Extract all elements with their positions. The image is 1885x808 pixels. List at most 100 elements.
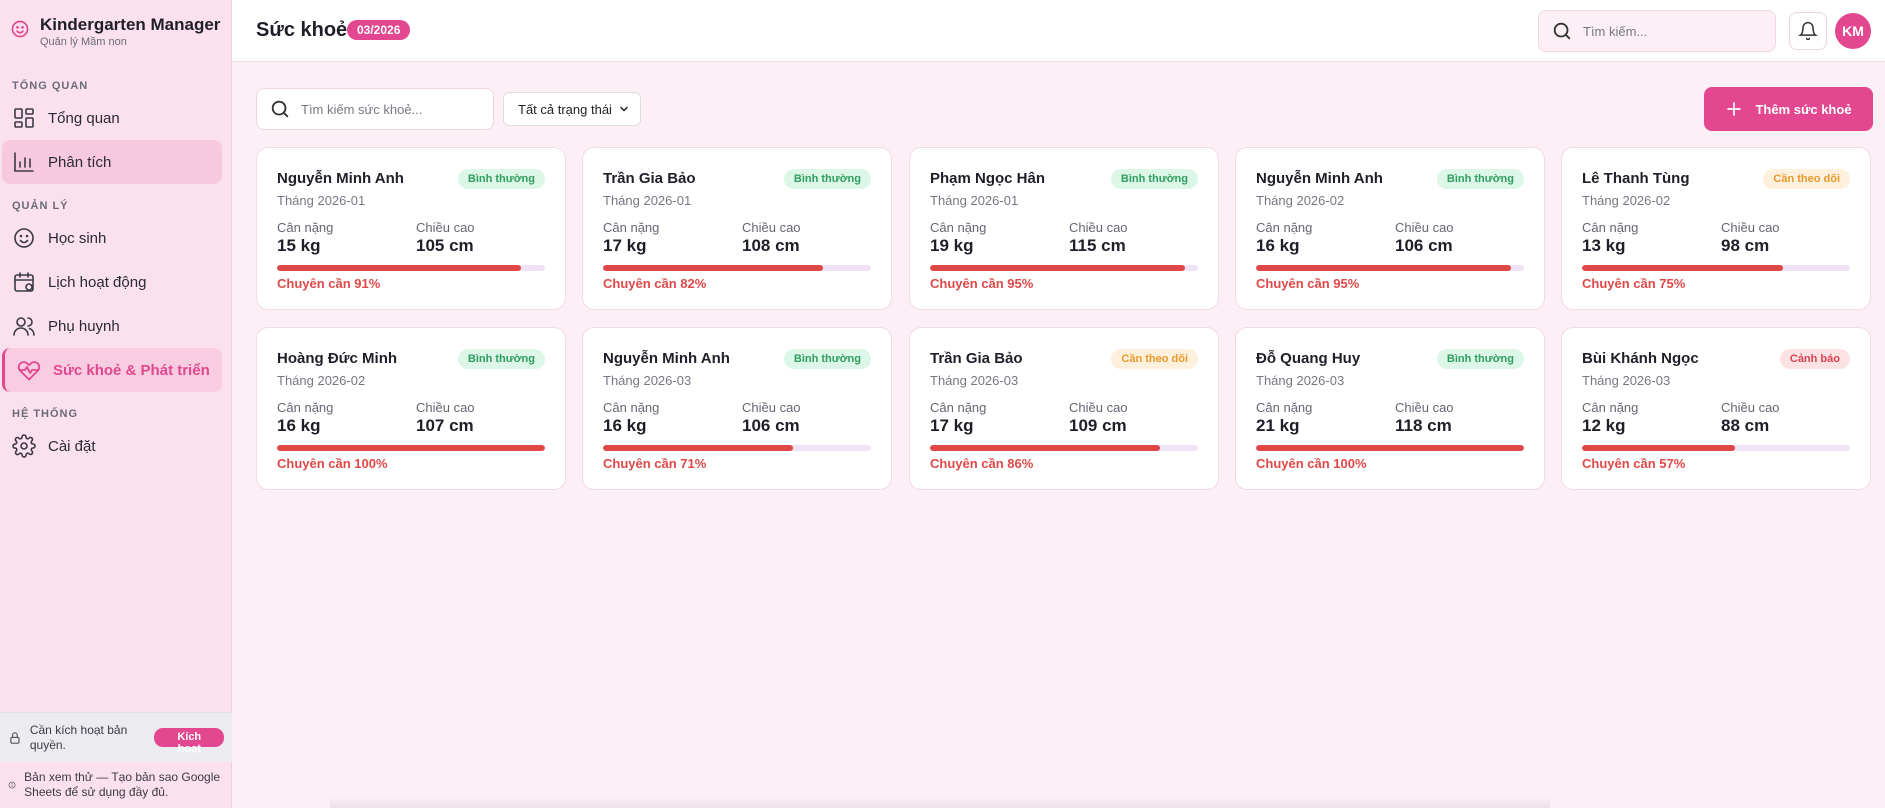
status-badge: Bình thường — [457, 349, 545, 369]
health-card[interactable]: Lê Thanh Tùng Tháng 2026-02 Cần theo dõi Câ… — [1561, 147, 1871, 310]
attendance-bar — [1582, 445, 1850, 451]
health-card[interactable]: Hoàng Đức Minh Tháng 2026-02 Bình thường Câ… — [256, 327, 566, 490]
smile-icon — [14, 228, 34, 248]
sidebar-item-analytics[interactable]: Phân tích — [2, 140, 222, 184]
calendar-icon — [14, 272, 34, 292]
record-month: Tháng 2026-02 — [1582, 193, 1671, 208]
global-search-input[interactable] — [1583, 23, 1763, 39]
student-name: Trần Gia Bảo — [930, 350, 1023, 367]
attendance-bar-fill — [1582, 265, 1783, 271]
attendance-bar-fill — [930, 265, 1185, 271]
attendance-text: Chuyên cần 75% — [1582, 276, 1686, 291]
height-value: 106 cm — [742, 416, 800, 435]
heart-pulse-icon — [17, 361, 41, 381]
height-label: Chiều cao — [742, 220, 801, 235]
status-badge: Bình thường — [457, 169, 545, 189]
sidebar-item-schedule[interactable]: Lịch hoạt động — [2, 260, 222, 304]
status-filter-select[interactable]: Tất cả trạng thái — [503, 92, 641, 126]
weight-label: Cân nặng — [1582, 220, 1639, 235]
record-month: Tháng 2026-03 — [1582, 373, 1671, 388]
status-badge: Bình thường — [783, 349, 871, 369]
attendance-bar-fill — [277, 265, 521, 271]
height-label: Chiều cao — [1069, 400, 1128, 415]
status-badge: Bình thường — [1436, 169, 1524, 189]
health-card[interactable]: Trần Gia Bảo Tháng 2026-01 Bình thường Cân … — [582, 147, 892, 310]
status-badge: Cần theo dõi — [1111, 349, 1198, 369]
weight-value: 19 kg — [930, 236, 974, 255]
add-health-label: Thêm sức khoẻ — [1755, 101, 1852, 117]
sidebar-item-label: Tổng quan — [48, 109, 120, 127]
record-month: Tháng 2026-03 — [1256, 373, 1345, 388]
attendance-bar-fill — [1582, 445, 1735, 451]
plus-icon — [1727, 102, 1742, 116]
height-label: Chiều cao — [1395, 400, 1454, 415]
height-label: Chiều cao — [1721, 220, 1780, 235]
dashboard-grid-icon — [14, 108, 34, 128]
add-health-button[interactable]: Thêm sức khoẻ — [1704, 87, 1873, 131]
health-card[interactable]: Phạm Ngọc Hân Tháng 2026-01 Bình thường Cân… — [909, 147, 1219, 310]
health-search[interactable] — [256, 88, 494, 130]
attendance-text: Chuyên cần 91% — [277, 276, 381, 291]
page-title: Sức khoẻ — [256, 19, 348, 41]
height-value: 115 cm — [1069, 236, 1126, 255]
weight-label: Cân nặng — [1256, 400, 1313, 415]
search-icon — [1553, 22, 1571, 40]
student-name: Nguyễn Minh Anh — [277, 170, 404, 187]
notifications-button[interactable] — [1789, 12, 1827, 50]
attendance-text: Chuyên cần 95% — [1256, 276, 1360, 291]
health-card[interactable]: Trần Gia Bảo Tháng 2026-03 Cần theo dõi Cân… — [909, 327, 1219, 490]
status-badge: Cảnh báo — [1779, 349, 1850, 369]
lock-icon — [10, 731, 20, 744]
sidebar-item-parents[interactable]: Phụ huynh — [2, 304, 222, 348]
weight-value: 12 kg — [1582, 416, 1626, 435]
health-card[interactable]: Đỗ Quang Huy Tháng 2026-03 Bình thường Cân … — [1235, 327, 1545, 490]
month-badge: 03/2026 — [347, 20, 411, 40]
height-label: Chiều cao — [416, 400, 475, 415]
global-search[interactable] — [1538, 10, 1776, 52]
record-month: Tháng 2026-01 — [603, 193, 692, 208]
attendance-text: Chuyên cần 95% — [930, 276, 1034, 291]
sidebar-item-label: Phân tích — [48, 153, 112, 171]
attendance-text: Chuyên cần 86% — [930, 456, 1034, 471]
height-value: 118 cm — [1395, 416, 1452, 435]
record-month: Tháng 2026-02 — [1256, 193, 1345, 208]
attendance-bar-fill — [930, 445, 1161, 451]
health-search-input[interactable] — [301, 101, 481, 117]
health-card[interactable]: Nguyễn Minh Anh Tháng 2026-03 Bình thường C… — [582, 327, 892, 490]
health-card[interactable]: Nguyễn Minh Anh Tháng 2026-02 Bình thường C… — [1235, 147, 1545, 310]
student-name: Lê Thanh Tùng — [1582, 170, 1690, 187]
sidebar-item-label: Sức khoẻ & Phát triển — [53, 361, 210, 379]
attendance-bar-fill — [603, 445, 794, 451]
attendance-bar — [603, 265, 871, 271]
weight-value: 21 kg — [1256, 416, 1300, 435]
weight-label: Cân nặng — [1582, 400, 1639, 415]
avatar[interactable]: KM — [1835, 13, 1871, 49]
attendance-bar-fill — [603, 265, 823, 271]
sidebar-item-settings[interactable]: Cài đặt — [2, 424, 222, 468]
attendance-bar — [277, 445, 545, 451]
weight-label: Cân nặng — [930, 220, 987, 235]
attendance-bar — [277, 265, 545, 271]
chevron-down-icon — [620, 106, 628, 112]
weight-label: Cân nặng — [277, 400, 334, 415]
height-value: 106 cm — [1395, 236, 1453, 255]
record-month: Tháng 2026-03 — [930, 373, 1019, 388]
sidebar-item-label: Phụ huynh — [48, 317, 120, 335]
attendance-bar-fill — [1256, 265, 1511, 271]
attendance-text: Chuyên cần 100% — [1256, 456, 1367, 471]
activate-button[interactable]: Kích hoạt — [154, 728, 225, 755]
student-name: Đỗ Quang Huy — [1256, 350, 1361, 367]
status-filter-value: Tất cả trạng thái — [518, 101, 612, 117]
sidebar-item-health[interactable]: Sức khoẻ & Phát triển — [2, 348, 222, 392]
weight-value: 17 kg — [930, 416, 974, 435]
weight-value: 17 kg — [603, 236, 647, 255]
sidebar: Kindergarten Manager Quản lý Mầm non TỔN… — [0, 0, 232, 808]
brand[interactable]: Kindergarten Manager Quản lý Mầm non — [10, 14, 220, 48]
health-card[interactable]: Nguyễn Minh Anh Tháng 2026-01 Bình thường C… — [256, 147, 566, 310]
sidebar-item-overview[interactable]: Tổng quan — [2, 96, 222, 140]
status-badge: Bình thường — [783, 169, 871, 189]
health-card[interactable]: Bùi Khánh Ngọc Tháng 2026-03 Cảnh báo Cân n… — [1561, 327, 1871, 490]
weight-value: 16 kg — [277, 416, 321, 435]
sidebar-item-label: Cài đặt — [48, 437, 96, 455]
sidebar-item-students[interactable]: Học sinh — [2, 216, 222, 260]
